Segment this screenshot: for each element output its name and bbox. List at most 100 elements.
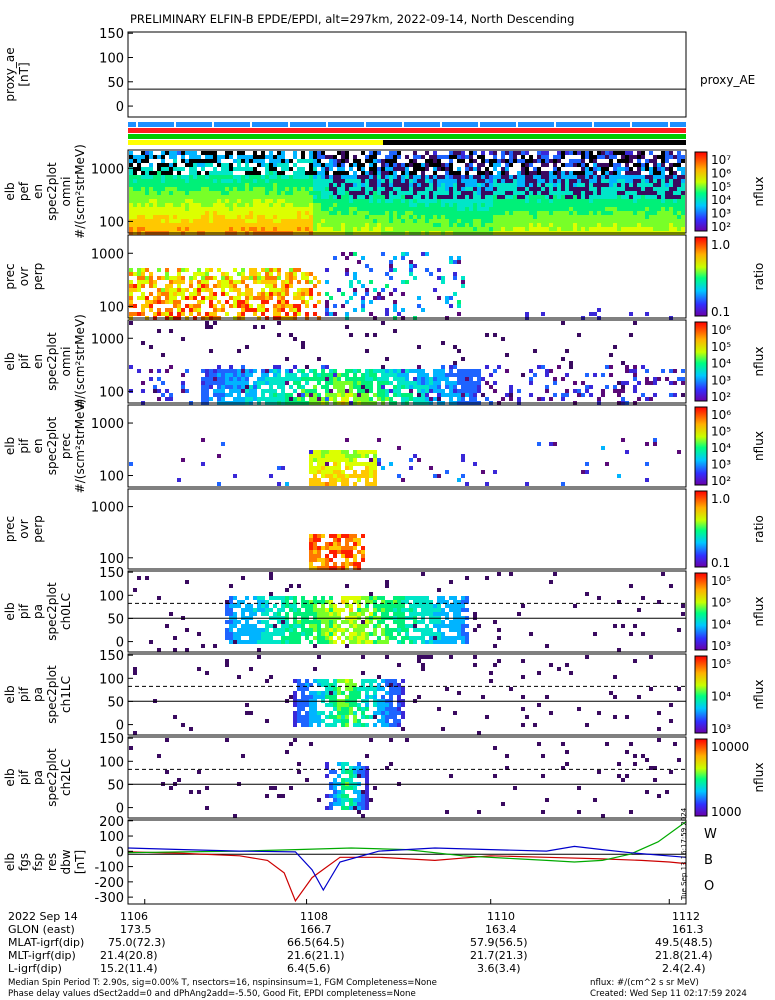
cell [645, 478, 649, 482]
cell [313, 600, 317, 604]
cell [529, 381, 533, 385]
cell [629, 171, 633, 175]
cell [345, 584, 349, 588]
cell [253, 187, 257, 191]
cell [457, 256, 461, 260]
cell [317, 458, 321, 462]
cell [397, 604, 401, 608]
cell [313, 187, 317, 191]
cell [457, 389, 461, 393]
cell [233, 377, 237, 381]
cell [305, 171, 309, 175]
cell [177, 304, 181, 308]
cell [245, 393, 249, 397]
cell [265, 163, 269, 167]
cell [329, 636, 333, 640]
cell [485, 187, 489, 191]
cell [645, 195, 649, 199]
cell [361, 223, 365, 227]
cell [137, 191, 141, 195]
cell [621, 438, 625, 442]
cell [133, 284, 137, 288]
cell [261, 199, 265, 203]
cell [241, 272, 245, 276]
cell [545, 155, 549, 159]
cell [521, 179, 525, 183]
cell [273, 628, 277, 632]
cell [221, 203, 225, 207]
cell [289, 211, 293, 215]
cell [161, 183, 165, 187]
cell [649, 223, 653, 227]
cell [281, 397, 285, 401]
cell [445, 393, 449, 397]
cell [293, 312, 297, 316]
cell [201, 215, 205, 219]
cell [253, 640, 257, 644]
cell [369, 482, 373, 486]
cell [221, 276, 225, 280]
cell [329, 546, 333, 550]
cell [217, 377, 221, 381]
cell [461, 632, 465, 636]
cell [353, 175, 357, 179]
cell [681, 175, 685, 179]
cell [353, 381, 357, 385]
cell [141, 272, 145, 276]
cell [253, 191, 257, 195]
cell [521, 155, 525, 159]
cell [345, 600, 349, 604]
cell [681, 155, 685, 159]
cell [329, 566, 333, 570]
cell [329, 312, 333, 316]
cell [605, 203, 609, 207]
cell [389, 163, 393, 167]
cell [309, 155, 313, 159]
cell [369, 592, 373, 596]
cell [457, 369, 461, 373]
cell [449, 219, 453, 223]
cell [553, 183, 557, 187]
cell [297, 296, 301, 300]
cell [653, 163, 657, 167]
cell [353, 450, 357, 454]
cell [317, 163, 321, 167]
cell [205, 163, 209, 167]
cell [229, 381, 233, 385]
cell [313, 284, 317, 288]
cell [337, 612, 341, 616]
cell [413, 211, 417, 215]
cell [345, 644, 349, 648]
cell [149, 175, 153, 179]
cell [629, 191, 633, 195]
cell [213, 171, 217, 175]
cell [465, 381, 469, 385]
cell [129, 300, 133, 304]
cell [589, 151, 593, 155]
cell [665, 377, 669, 381]
cell [329, 534, 333, 538]
cell [281, 195, 285, 199]
cell [601, 446, 605, 450]
cell [581, 175, 585, 179]
cell [361, 385, 365, 389]
cell [269, 397, 273, 401]
cell [225, 373, 229, 377]
cell [393, 199, 397, 203]
cell [457, 167, 461, 171]
cell [345, 199, 349, 203]
cell [297, 159, 301, 163]
cell [293, 604, 297, 608]
cell [177, 284, 181, 288]
cell [489, 171, 493, 175]
cell [285, 640, 289, 644]
cell [357, 187, 361, 191]
cell [441, 373, 445, 377]
cell [409, 260, 413, 264]
cell [137, 288, 141, 292]
cell [505, 393, 509, 397]
cell [161, 292, 165, 296]
cell [209, 381, 213, 385]
cell [465, 624, 469, 628]
cell [557, 171, 561, 175]
